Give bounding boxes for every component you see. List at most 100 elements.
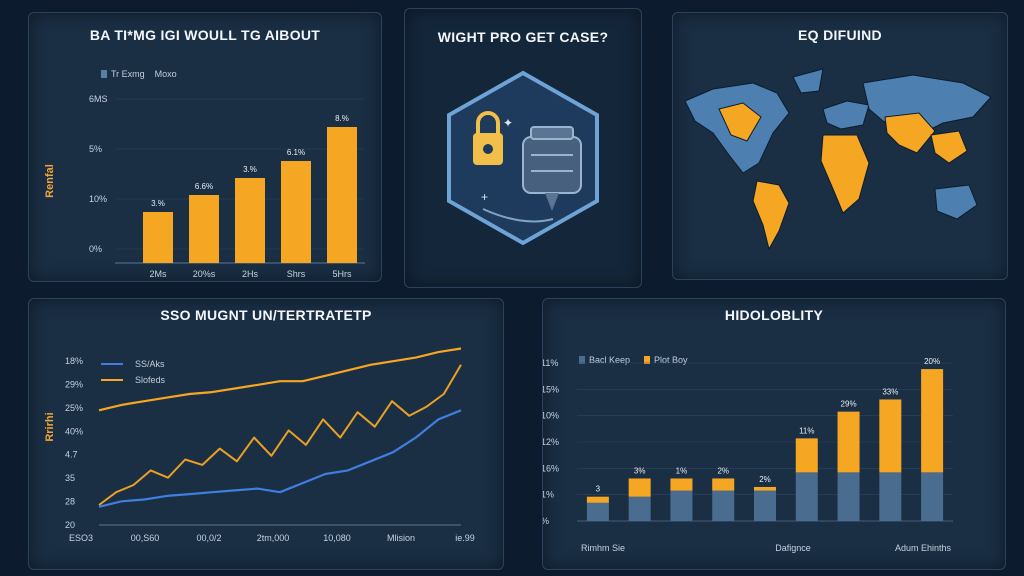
add-icon: + xyxy=(481,190,488,204)
bar-value-label: 2% xyxy=(717,466,729,475)
y-tick-label: 28 xyxy=(65,497,75,507)
bar xyxy=(235,178,265,263)
line-chart-panel: SSO MUGNT UN/TERTRATETP SS/Aks Slofeds 1… xyxy=(28,298,504,570)
y-tick-label: 25% xyxy=(65,403,83,413)
y-tick-label: 35 xyxy=(65,473,75,483)
series-line xyxy=(98,347,462,412)
bar-value-label: 1% xyxy=(676,466,688,475)
legend-swatch-orange xyxy=(644,356,651,364)
bar-base xyxy=(712,490,735,521)
y-tick-label: 20 xyxy=(65,520,75,530)
y-tick-label: 12% xyxy=(543,437,559,447)
bar-top xyxy=(879,399,902,473)
y-tick-label: 10% xyxy=(543,411,559,421)
bar-top xyxy=(921,369,944,473)
x-tick-label: Adum Ehinths xyxy=(895,543,952,553)
y-tick-label: 10% xyxy=(89,194,107,204)
y-tick-label: 18% xyxy=(65,356,83,366)
plus-icon: ✦ xyxy=(503,116,513,130)
y-tick-label: % xyxy=(543,516,549,526)
bar-top xyxy=(754,486,776,491)
bar-top xyxy=(712,478,735,491)
y-tick-label: 40% xyxy=(65,426,83,436)
y-tick-label: 4.7 xyxy=(65,450,78,460)
line-chart-legend-1: SS/Aks xyxy=(101,359,165,369)
legend-line-blue xyxy=(101,363,123,365)
series-line xyxy=(98,364,462,506)
legend-label: Slofeds xyxy=(135,375,166,385)
stacked-bar-panel: HIDOLOBLITY Bacl Keep Plot Boy 11% 15% 10%… xyxy=(542,298,1006,570)
bar-top xyxy=(628,478,651,497)
x-tick-label: 2tm,000 xyxy=(257,533,290,543)
x-tick-label: ESO3 xyxy=(69,533,93,543)
x-tick-label: ie.99 xyxy=(455,533,475,543)
bar-top xyxy=(795,438,818,473)
y-axis-label: Renfal xyxy=(44,164,56,198)
bar-base xyxy=(879,472,902,521)
bar-base xyxy=(754,490,776,521)
bar xyxy=(189,195,219,263)
bar-top xyxy=(670,478,693,491)
bar-value-label: 3 xyxy=(596,485,601,494)
legend-label: Moxo xyxy=(154,69,177,79)
hexagon-panel: WIGHT PRO GET CASE? ✦ + xyxy=(404,8,642,288)
y-tick-label: 15% xyxy=(543,384,559,394)
legend-line-orange xyxy=(101,379,123,381)
x-tick-label: Mlision xyxy=(387,533,415,543)
bar-value-label: 3% xyxy=(634,466,646,475)
bar-value-label: 3.% xyxy=(243,165,257,174)
x-tick-label: 5Hrs xyxy=(332,269,352,279)
y-tick-label: 16% xyxy=(543,463,559,473)
bar-base xyxy=(837,472,860,521)
world-map-icon xyxy=(684,68,992,251)
bar-chart-svg: 6MS 5% 10% 0% Renfal 3.% 2Ms 6.6% 20%s 3.% 2Hs 6.1%… xyxy=(44,94,365,279)
x-tick-label: 2Hs xyxy=(242,269,259,279)
bar-base xyxy=(628,496,651,521)
x-tick-label: 10,080 xyxy=(323,533,351,543)
legend-label: SS/Aks xyxy=(135,359,165,369)
server-icon xyxy=(522,126,582,211)
y-tick-label: 0% xyxy=(89,244,102,254)
stacked-bar-svg: 11%15%10%12%16%1%%33%1%2%2%11%29%33%20%R… xyxy=(543,357,953,553)
bar-value-label: 8.% xyxy=(335,114,349,123)
legend-label: Plot Boy xyxy=(654,355,688,365)
map-panel-title: EQ DIFUIND xyxy=(798,27,882,43)
bar-chart-legend: Tr Exmg Moxo xyxy=(101,69,177,79)
bar-value-label: 6.1% xyxy=(287,148,305,157)
legend-swatch-blue xyxy=(101,70,107,78)
stacked-bar-title: HIDOLOBLITY xyxy=(724,307,824,323)
y-tick-label: 1% xyxy=(543,490,554,500)
arc-line xyxy=(482,208,554,223)
hexagon-graphic: ✦ + xyxy=(447,70,599,246)
bar xyxy=(281,161,311,263)
legend-label: Tr Exmg xyxy=(111,69,145,79)
bar-base xyxy=(586,502,609,521)
bar-base xyxy=(921,472,944,521)
y-tick-label: 11% xyxy=(543,358,558,368)
line-chart-legend-2: Slofeds xyxy=(101,375,165,385)
bar-value-label: 20% xyxy=(924,357,940,366)
bar-value-label: 33% xyxy=(882,387,898,396)
bar-chart-panel: BA TI*MG IGI WOULL TG AIBOUT Tr Exmg Mox… xyxy=(28,12,382,282)
bar-top xyxy=(586,496,609,503)
bar-value-label: 3.% xyxy=(151,199,165,208)
bar-base xyxy=(795,472,818,521)
bar xyxy=(143,212,173,263)
bar-value-label: 29% xyxy=(841,400,857,409)
x-tick-label: 00,0/2 xyxy=(196,533,221,543)
bar-base xyxy=(670,490,693,521)
lock-icon xyxy=(473,111,503,165)
bar-value-label: 2% xyxy=(759,475,771,484)
bar-value-label: 6.6% xyxy=(195,182,213,191)
x-tick-label: Shrs xyxy=(287,269,306,279)
y-tick-label: 5% xyxy=(89,144,102,154)
legend-swatch-steel xyxy=(579,356,585,364)
y-axis-label: Rrirhi xyxy=(44,412,56,441)
x-tick-label: Dafignce xyxy=(775,543,811,553)
bar xyxy=(327,127,357,263)
map-panel: EQ DIFUIND xyxy=(672,12,1008,280)
line-chart-svg: 18% 29% 25% 40% 4.7 35 28 20 Rrirhi ESO3 00,S60 00,… xyxy=(44,347,475,543)
line-chart-title: SSO MUGNT UN/TERTRATETP xyxy=(160,307,372,323)
series-line xyxy=(98,409,462,508)
x-tick-label: 00,S60 xyxy=(131,533,160,543)
